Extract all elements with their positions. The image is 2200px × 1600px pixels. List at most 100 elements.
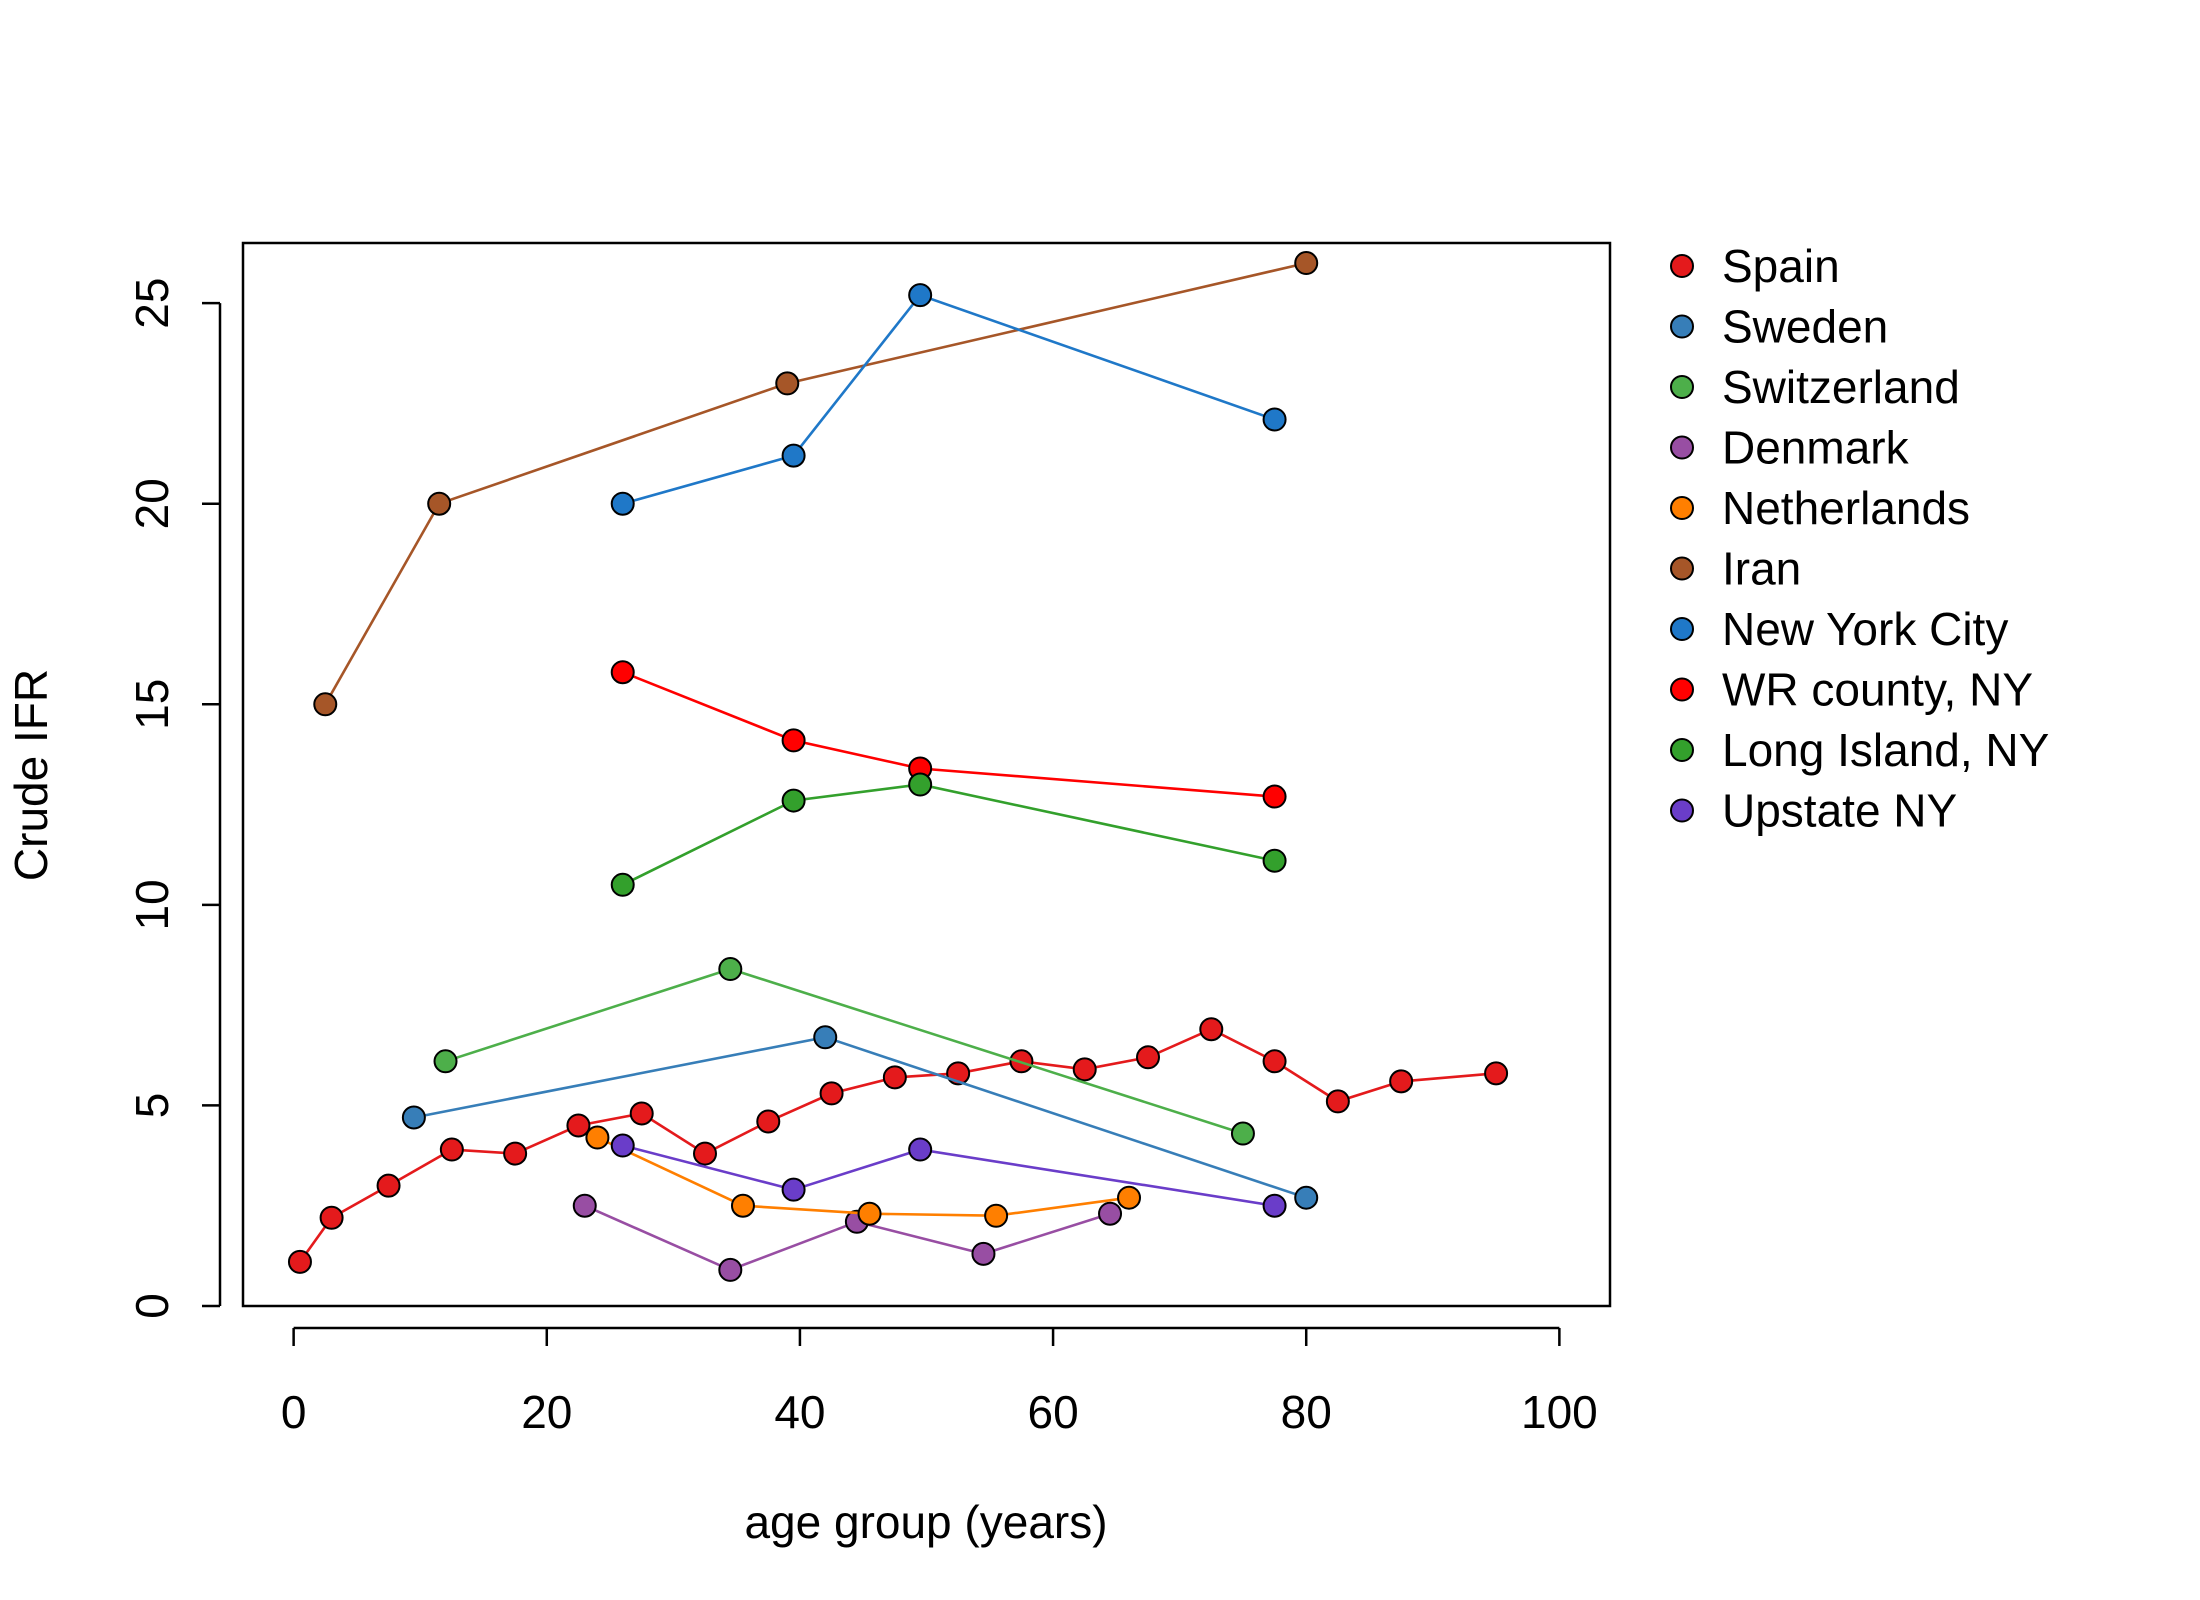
- data-point: [1230, 1121, 1255, 1146]
- series-layer: [287, 251, 1509, 1282]
- data-point: [908, 283, 933, 308]
- data-point: [1484, 1061, 1509, 1086]
- data-point: [781, 728, 806, 753]
- legend-item: WR county, NY: [1670, 664, 2033, 716]
- data-point: [610, 491, 635, 516]
- data-point: [610, 660, 635, 685]
- x-tick-label: 40: [774, 1386, 825, 1438]
- data-point: [775, 371, 800, 396]
- series-long-island-ny: [610, 772, 1287, 897]
- legend-marker: [1670, 677, 1694, 702]
- data-point: [319, 1205, 344, 1230]
- data-point: [781, 443, 806, 468]
- data-point: [433, 1049, 458, 1074]
- data-point: [781, 1177, 806, 1202]
- data-point: [566, 1113, 591, 1138]
- legend-item: Iran: [1670, 543, 1801, 595]
- data-point: [971, 1241, 996, 1266]
- x-tick-label: 20: [521, 1386, 572, 1438]
- legend-item: Upstate NY: [1670, 785, 1957, 837]
- legend-label: Sweden: [1722, 301, 1888, 353]
- data-point: [401, 1105, 426, 1130]
- data-point: [756, 1109, 781, 1134]
- data-point: [287, 1249, 312, 1274]
- data-point: [629, 1101, 654, 1126]
- data-point: [781, 788, 806, 813]
- data-point: [692, 1141, 717, 1166]
- x-tick-label: 60: [1027, 1386, 1078, 1438]
- legend-item: Denmark: [1670, 422, 1910, 474]
- legend-marker: [1670, 738, 1694, 762]
- legend-item: Long Island, NY: [1670, 724, 2049, 776]
- data-point: [1262, 848, 1287, 873]
- legend-label: Denmark: [1722, 422, 1910, 474]
- y-tick-label: 5: [126, 1093, 178, 1119]
- series-line: [622, 293, 1276, 505]
- data-point: [1262, 784, 1287, 809]
- legend-label: Iran: [1722, 543, 1801, 595]
- data-point: [718, 1257, 743, 1282]
- legend-marker: [1670, 798, 1694, 823]
- legend-label: Switzerland: [1722, 361, 1960, 413]
- x-tick-label: 0: [281, 1386, 307, 1438]
- data-point: [1098, 1201, 1123, 1226]
- series-line: [622, 783, 1275, 886]
- legend-marker: [1670, 375, 1694, 399]
- y-axis: 0 5 10 15 20 25: [126, 278, 222, 1319]
- legend-item: Sweden: [1670, 301, 1888, 353]
- data-point: [1325, 1089, 1350, 1114]
- data-point: [439, 1137, 464, 1162]
- data-point: [503, 1141, 528, 1166]
- data-point: [718, 957, 743, 982]
- data-point: [813, 1025, 838, 1050]
- legend-item: New York City: [1670, 603, 2008, 655]
- legend: Spain Sweden Switzerland Denmark Netherlands…: [1670, 240, 2049, 837]
- y-axis-title: Crude IFR: [5, 669, 57, 881]
- series-denmark: [572, 1193, 1123, 1282]
- legend-item: Spain: [1670, 240, 1840, 292]
- data-point: [819, 1081, 844, 1106]
- data-point: [1117, 1185, 1142, 1210]
- legend-item: Switzerland: [1670, 361, 1960, 413]
- data-point: [984, 1203, 1009, 1228]
- series-line: [324, 261, 1307, 705]
- data-point: [908, 772, 933, 797]
- legend-marker: [1670, 435, 1694, 460]
- series-spain: [287, 1017, 1509, 1274]
- series-line: [622, 1144, 1275, 1207]
- series-netherlands: [585, 1125, 1142, 1228]
- series-line: [622, 670, 1275, 798]
- plot-frame: [241, 241, 1612, 1308]
- legend-label: Long Island, NY: [1722, 724, 2049, 776]
- legend-label: New York City: [1722, 603, 2008, 655]
- legend-label: Spain: [1722, 240, 1840, 292]
- data-point: [1262, 407, 1287, 432]
- data-point: [730, 1193, 755, 1218]
- legend-label: Netherlands: [1722, 482, 1970, 534]
- data-point: [1262, 1193, 1287, 1218]
- series-sweden: [401, 1025, 1319, 1210]
- data-point: [1262, 1049, 1287, 1074]
- data-point: [1294, 251, 1319, 276]
- series-new-york-city: [610, 283, 1287, 516]
- data-point: [1199, 1017, 1224, 1042]
- x-tick-label: 80: [1281, 1386, 1332, 1438]
- y-tick-label: 15: [126, 679, 178, 730]
- legend-label: WR county, NY: [1722, 664, 2033, 716]
- data-point: [427, 491, 452, 516]
- legend-marker: [1670, 254, 1694, 278]
- series-iran: [313, 251, 1319, 717]
- data-point: [376, 1173, 401, 1198]
- legend-marker: [1670, 496, 1694, 520]
- legend-marker: [1670, 617, 1694, 641]
- legend-label: Upstate NY: [1722, 785, 1957, 837]
- x-axis-title: age group (years): [744, 1496, 1107, 1548]
- data-point: [610, 1133, 635, 1158]
- y-tick-label: 20: [126, 478, 178, 529]
- data-point: [585, 1125, 610, 1150]
- data-point: [1136, 1045, 1161, 1070]
- series-upstate-ny: [610, 1133, 1287, 1218]
- data-point: [1294, 1185, 1319, 1210]
